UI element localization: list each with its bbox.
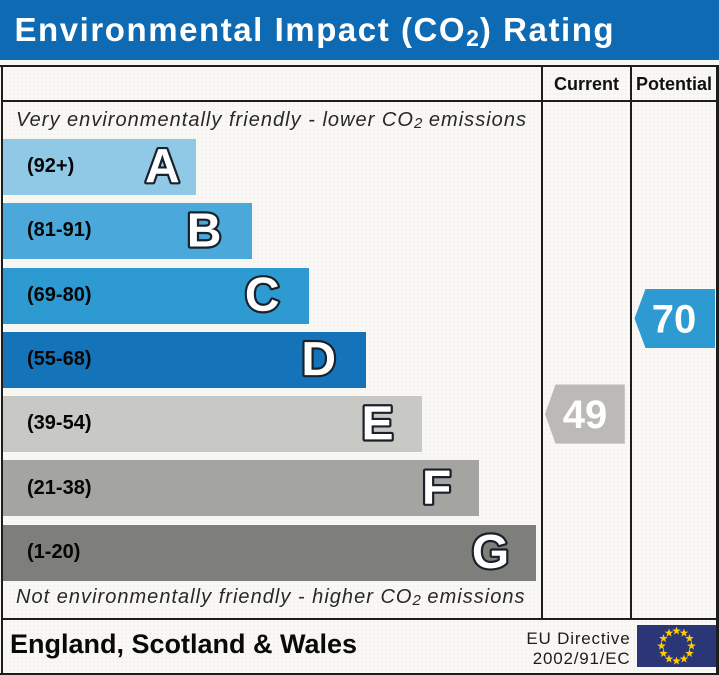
svg-text:49: 49 xyxy=(563,393,608,437)
svg-text:70: 70 xyxy=(652,298,697,342)
